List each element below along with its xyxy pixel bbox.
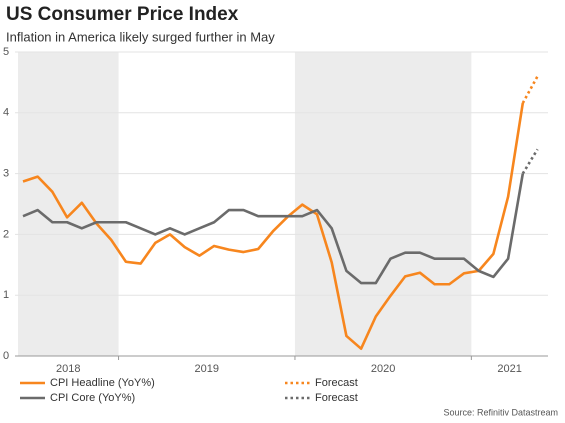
chart-subtitle: Inflation in America likely surged furth… xyxy=(6,29,275,44)
chart-title: US Consumer Price Index xyxy=(6,4,239,25)
y-tick-label: 1 xyxy=(3,289,9,301)
x-tick-label: 2021 xyxy=(497,363,521,375)
x-tick-label: 2020 xyxy=(371,363,395,375)
legend-label: Forecast xyxy=(315,392,358,404)
x-tick-label: 2019 xyxy=(195,363,219,375)
legend-label: CPI Core (YoY%) xyxy=(50,392,135,404)
y-tick-label: 2 xyxy=(3,228,9,240)
x-tick-label: 2018 xyxy=(56,363,80,375)
legend-label: Forecast xyxy=(315,377,358,389)
year-band xyxy=(18,52,119,356)
series-line xyxy=(521,148,539,175)
series-line xyxy=(22,173,525,285)
series-line xyxy=(22,102,525,351)
year-band xyxy=(294,52,472,356)
y-tick-label: 4 xyxy=(3,107,9,119)
y-tick-label: 0 xyxy=(3,350,9,362)
y-tick-label: 5 xyxy=(3,46,9,58)
source: Source: Refinitiv Datastream xyxy=(443,407,558,417)
legend-label: CPI Headline (YoY%) xyxy=(50,377,155,389)
y-tick-label: 3 xyxy=(3,168,9,180)
series-line xyxy=(521,75,539,104)
